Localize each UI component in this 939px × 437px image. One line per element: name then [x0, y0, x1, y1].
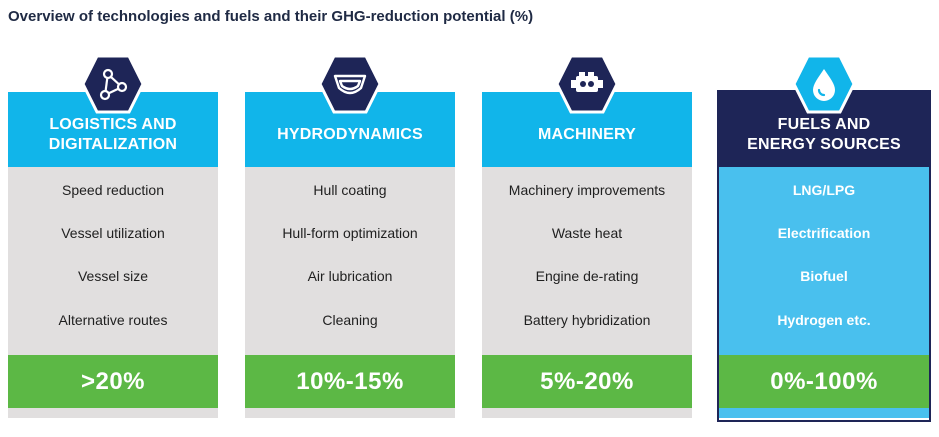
- divider: [245, 354, 455, 355]
- column-machinery: MACHINERY Machinery improvements Waste h…: [482, 54, 692, 425]
- list-item: LNG/LPG: [792, 182, 856, 198]
- list-item: Speed reduction: [62, 182, 164, 198]
- list-item: Battery hybridization: [523, 312, 651, 328]
- list-item: Biofuel: [800, 268, 848, 284]
- list-item: Waste heat: [551, 225, 623, 241]
- reduction-value: 10%-15%: [245, 355, 455, 408]
- list-item: Vessel size: [77, 268, 149, 284]
- list-item: Hydrogen etc.: [777, 312, 871, 328]
- reduction-value: 5%-20%: [482, 355, 692, 408]
- list-item: Vessel utilization: [61, 225, 165, 241]
- list-item: Hull-form optimization: [282, 225, 418, 241]
- column-footer: [719, 408, 929, 418]
- list-item: Cleaning: [322, 312, 378, 328]
- column-body: LNG/LPG Electrification Biofuel Hydrogen…: [719, 167, 929, 354]
- engine-icon: [555, 54, 619, 114]
- column-fuels: FUELS AND ENERGY SOURCES LNG/LPG Electri…: [717, 54, 931, 425]
- column-hydrodynamics: HYDRODYNAMICS Hull coating Hull-form opt…: [245, 54, 455, 425]
- column-footer: [482, 408, 692, 418]
- list-item: Hull coating: [313, 182, 387, 198]
- column-footer: [8, 408, 218, 418]
- divider: [482, 354, 692, 355]
- network-nodes-icon: [81, 54, 145, 114]
- column-footer: [245, 408, 455, 418]
- ship-hull-icon: [318, 54, 382, 114]
- column-body: Machinery improvements Waste heat Engine…: [482, 167, 692, 354]
- list-item: Engine de-rating: [535, 268, 639, 284]
- fuel-drop-icon: [792, 54, 856, 114]
- list-item: Machinery improvements: [508, 182, 666, 198]
- list-item: Air lubrication: [307, 268, 393, 284]
- divider: [719, 354, 929, 355]
- column-logistics: LOGISTICS AND DIGITALIZATION Speed reduc…: [8, 54, 218, 425]
- column-body: Speed reduction Vessel utilization Vesse…: [8, 167, 218, 354]
- page-title: Overview of technologies and fuels and t…: [8, 8, 534, 25]
- list-item: Alternative routes: [58, 312, 168, 328]
- column-body: Hull coating Hull-form optimization Air …: [245, 167, 455, 354]
- reduction-value: 0%-100%: [719, 355, 929, 408]
- reduction-value: >20%: [8, 355, 218, 408]
- list-item: Electrification: [777, 225, 871, 241]
- divider: [8, 354, 218, 355]
